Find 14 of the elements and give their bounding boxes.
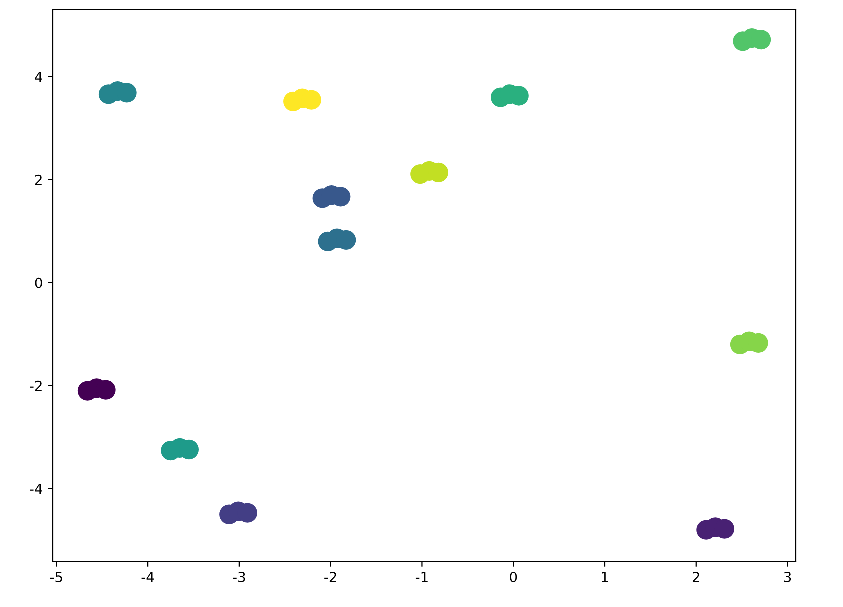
- y-tick-label: 0: [35, 278, 42, 288]
- y-tick-label: 2: [35, 174, 42, 186]
- x-tick-label: 2: [692, 572, 700, 582]
- x-tick-label: -5: [50, 572, 62, 582]
- x-tick-label: -2: [324, 572, 336, 582]
- y-tick-label: -4: [30, 484, 42, 494]
- x-tick-label: 3: [784, 572, 792, 582]
- y-tick-label: -2: [30, 380, 42, 392]
- x-tick-label: 1: [602, 572, 608, 582]
- x-tick-label: -3: [233, 572, 246, 582]
- y-tick-label: 4: [35, 72, 42, 82]
- x-tick-label: -1: [416, 572, 428, 582]
- x-tick-label: -4: [142, 572, 154, 582]
- x-tick-label: 0: [510, 572, 518, 582]
